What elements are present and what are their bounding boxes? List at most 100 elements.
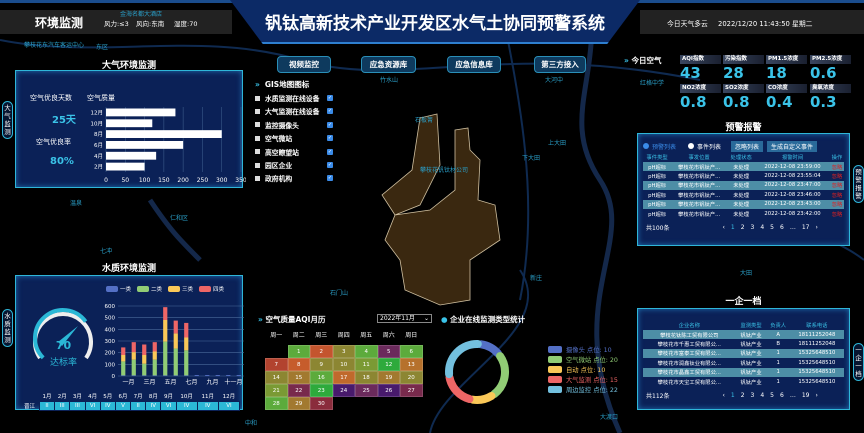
bar-segment[interactable]	[131, 359, 136, 376]
page-link[interactable]: 2	[740, 224, 745, 232]
bar-segment[interactable]	[236, 375, 241, 376]
gis-layer-item[interactable]: 园区企业 ✓	[255, 158, 345, 171]
table-row[interactable]: 攀枝花市千惠工贸有限公... 钒钛产业 B 18111252048	[643, 339, 844, 348]
table-row[interactable]: pH超标 攀枝花市钒钛产... 未处理 2022-12-08 23:42:00 忽略	[643, 209, 844, 218]
calendar-day[interactable]: 8	[287, 358, 310, 371]
calendar-day[interactable]: 22	[287, 384, 310, 397]
legend-item[interactable]: 摄像头 点位: 10	[548, 344, 618, 354]
layer-checkbox[interactable]: ✓	[327, 148, 333, 155]
page-link[interactable]: …	[789, 392, 796, 400]
bar-segment[interactable]	[142, 363, 147, 376]
legend-item[interactable]: 四类	[199, 285, 224, 293]
donut-segment[interactable]	[490, 352, 509, 399]
radio-alerts[interactable]	[643, 143, 649, 149]
calendar-day[interactable]: 26	[377, 384, 400, 397]
bar-segment[interactable]	[173, 320, 178, 334]
calendar-day[interactable]: 2	[310, 345, 333, 358]
calendar-day[interactable]: 18	[355, 371, 378, 384]
page-link[interactable]: 5	[770, 392, 774, 400]
calendar-day[interactable]: 1	[287, 345, 310, 358]
calendar-day[interactable]: 23	[310, 384, 333, 397]
calendar-day[interactable]: 3	[332, 345, 355, 358]
alerts-side-tab[interactable]: 预警报警	[853, 165, 864, 203]
radio-alerts-label[interactable]: 预警列表	[652, 143, 677, 151]
ignore-action-link[interactable]: 忽略	[829, 180, 844, 191]
district-boundary[interactable]	[381, 113, 501, 306]
donut-segment[interactable]	[477, 340, 502, 358]
calendar-day[interactable]: 24	[332, 384, 355, 397]
bar-segment[interactable]	[121, 355, 126, 362]
ignore-action-link[interactable]: 忽略	[831, 174, 843, 181]
page-link[interactable]: ‹	[722, 224, 725, 232]
bar-segment[interactable]	[194, 375, 199, 376]
page-link[interactable]: ›	[815, 392, 818, 400]
bar-segment[interactable]	[173, 375, 178, 376]
video-monitor-button[interactable]: 视频监控	[277, 56, 331, 73]
bar-segment[interactable]	[131, 342, 136, 353]
bar-segment[interactable]	[173, 333, 178, 349]
page-link[interactable]: 1	[730, 224, 735, 232]
gis-layer-item[interactable]: 水质监测在线设备 ✓	[255, 91, 345, 104]
bar-segment[interactable]	[205, 375, 210, 376]
table-row[interactable]: pH超标 攀枝花市钒钛产... 未处理 2022-12-08 23:47:00 忽略	[643, 180, 844, 191]
calendar-day[interactable]: 29	[287, 397, 310, 410]
table-row[interactable]: pH超标 攀枝花市钒钛产... 未处理 2022-12-08 23:59:00 忽略	[643, 162, 844, 172]
gis-layer-item[interactable]: 空气微站 ✓	[255, 132, 345, 145]
radio-events[interactable]	[688, 143, 695, 149]
ignore-action-link[interactable]: 忽略	[831, 211, 843, 218]
bar-segment[interactable]	[152, 359, 157, 376]
table-row[interactable]: pH超标 攀枝花市钒钛产... 未处理 2022-12-08 23:46:00 忽略	[643, 190, 844, 199]
page-link[interactable]: 6	[780, 392, 784, 400]
page-link[interactable]: 4	[760, 392, 765, 400]
calendar-day[interactable]: 20	[400, 371, 423, 384]
calendar-day[interactable]: 25	[355, 384, 378, 397]
bar-segment[interactable]	[152, 351, 157, 360]
enterprise-side-tab[interactable]: 一企一档	[853, 343, 864, 381]
bar-segment[interactable]	[173, 348, 178, 376]
calendar-day[interactable]: 17	[332, 371, 355, 384]
layer-checkbox[interactable]: ✓	[327, 95, 333, 102]
calendar-day[interactable]: 19	[377, 371, 400, 384]
legend-item[interactable]: 自动 点位: 10	[548, 364, 618, 374]
legend-item[interactable]: 空气微站 点位: 20	[548, 354, 618, 364]
bar-segment[interactable]	[226, 375, 231, 376]
legend-item[interactable]: 周边监控 点位: 22	[548, 384, 618, 394]
page-link[interactable]: ›	[815, 224, 818, 232]
page-link[interactable]: 19	[801, 392, 810, 400]
bar[interactable]	[106, 130, 222, 138]
air-side-tab[interactable]: 大气监测	[2, 101, 13, 139]
calendar-day[interactable]: 7	[265, 358, 288, 371]
table-row[interactable]: pH超标 攀枝花市钒钛产... 未处理 2022-12-08 23:43:00 忽略	[643, 199, 844, 209]
bar-segment[interactable]	[121, 361, 126, 376]
calendar-day[interactable]: 27	[400, 384, 423, 397]
bar-segment[interactable]	[184, 350, 189, 376]
calendar-day[interactable]: 13	[400, 358, 423, 371]
emergency-resource-button[interactable]: 应急资源库	[361, 56, 416, 73]
bar[interactable]	[106, 108, 176, 117]
page-link[interactable]: 6	[780, 224, 784, 232]
table-row[interactable]: 攀枝花市富泰工贸有限公... 钒钛产业 1 15325648510	[643, 348, 844, 359]
page-link[interactable]: ‹	[722, 392, 725, 400]
bar-segment[interactable]	[121, 375, 126, 376]
bar[interactable]	[106, 162, 145, 171]
calendar-day[interactable]: 16	[310, 371, 333, 384]
calendar-day[interactable]: 4	[355, 345, 378, 358]
bar-segment[interactable]	[163, 341, 168, 376]
page-link[interactable]: 1	[730, 392, 735, 400]
ignore-action-link[interactable]: 忽略	[831, 192, 843, 199]
bar-segment[interactable]	[152, 375, 157, 376]
bar-segment[interactable]	[131, 352, 136, 360]
ignore-list-button[interactable]: 忽略列表	[731, 140, 764, 152]
page-link[interactable]: 5	[770, 224, 774, 232]
calendar-day[interactable]: 30	[310, 397, 333, 410]
layer-checkbox[interactable]: ✓	[327, 121, 333, 128]
bar-segment[interactable]	[131, 375, 136, 376]
layer-checkbox[interactable]: ✓	[327, 108, 333, 115]
calendar-day[interactable]: 14	[265, 371, 288, 384]
layer-checkbox[interactable]: ✓	[327, 135, 333, 142]
ignore-action-link[interactable]: 忽略	[829, 162, 844, 172]
legend-item[interactable]: 一类	[106, 285, 131, 293]
table-row[interactable]: pH超标 攀枝花市钒钛产... 未处理 2022-12-08 23:55:04 忽略	[643, 171, 844, 180]
table-row[interactable]: 攀枝花钛陈工贸有限公司 钒钛产业 A 18111252048	[643, 330, 844, 340]
month-select[interactable]: 2022年11月 ⌄	[377, 314, 432, 323]
